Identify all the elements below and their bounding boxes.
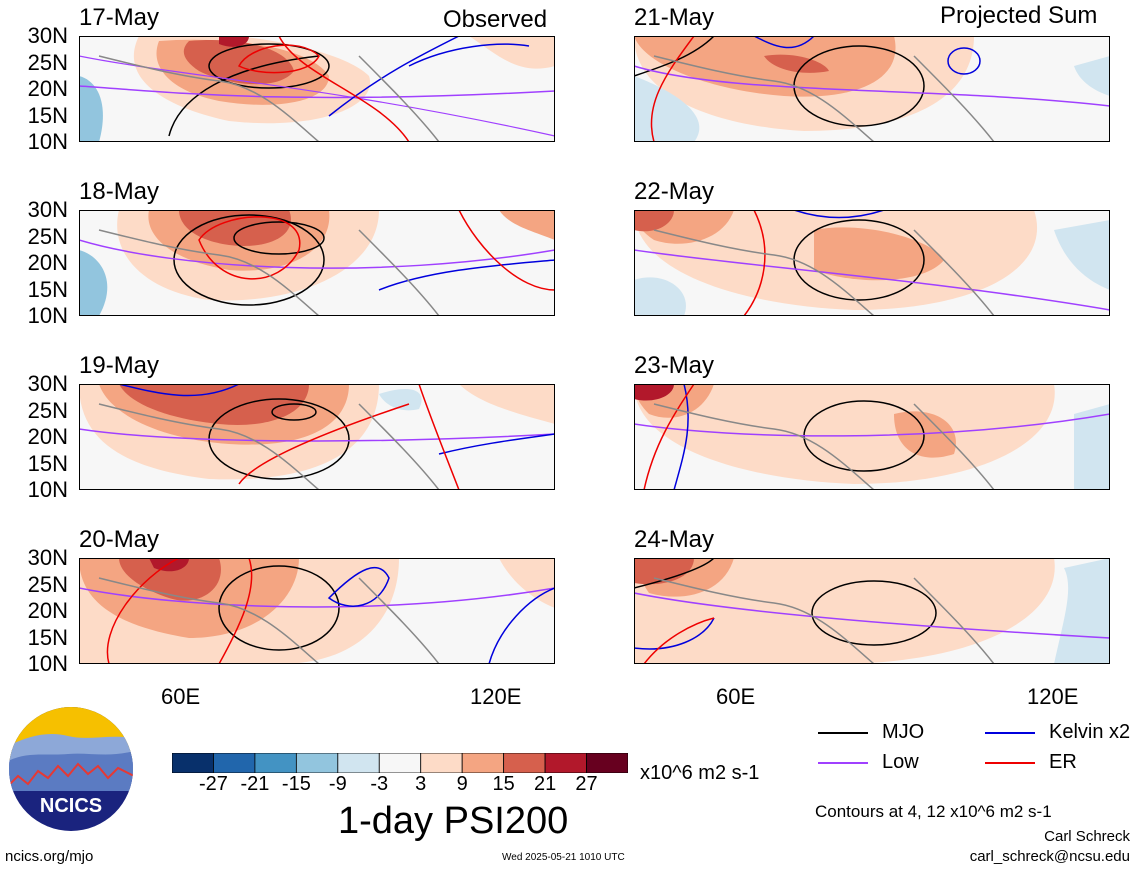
lat-label: 10N — [27, 477, 68, 502]
colorbar-tick-label: 27 — [575, 773, 598, 795]
colorbar-segment — [295, 753, 339, 773]
legend-line-low — [818, 761, 868, 764]
site-link[interactable]: ncics.org/mjo — [5, 848, 94, 865]
main-title: 1-day PSI200 — [338, 800, 569, 842]
colorbar-segment — [586, 753, 628, 773]
lat-label: 20N — [27, 598, 68, 623]
colorbar-tick-label: 9 — [456, 773, 468, 795]
legend-item-mjo: MJO — [818, 721, 924, 744]
colorbar-segment — [544, 753, 587, 773]
colorbar-tick-label: 3 — [415, 773, 427, 795]
lon-label-120e-right: 120E — [1027, 684, 1079, 709]
contours-note: Contours at 4, 12 x10^6 m2 s-1 — [815, 802, 1052, 821]
lat-label: 15N — [27, 276, 68, 302]
lat-label: 10N — [27, 651, 68, 676]
lat-label: 20N — [27, 250, 68, 275]
legend-label-er: ER — [1049, 751, 1077, 773]
lat-label: 25N — [27, 49, 68, 75]
lat-label: 30N — [27, 23, 68, 48]
author-email[interactable]: carl_schreck@ncsu.edu — [969, 848, 1130, 865]
date-label-18-may: 18-May — [79, 178, 160, 205]
colorbar-segment — [254, 753, 297, 773]
date-label-23-may: 23-May — [634, 352, 715, 379]
map-panel-23-may — [634, 384, 1110, 490]
observed-title: Observed — [443, 6, 548, 33]
lat-label: 10N — [27, 303, 68, 328]
lon-label-120e-left: 120E — [470, 684, 522, 709]
date-label-20-may: 20-May — [79, 526, 160, 553]
legend-line-er — [985, 761, 1035, 764]
map-panel-24-may — [634, 558, 1110, 664]
date-label-22-may: 22-May — [634, 178, 715, 205]
legend-label-mjo: MJO — [882, 721, 925, 743]
ncics-logo: NCICS — [9, 707, 133, 831]
lat-label: 15N — [27, 450, 68, 476]
colorbar-segment — [461, 753, 505, 773]
map-panel-20-may — [79, 558, 555, 664]
projected-sum-title: Projected Sum — [940, 2, 1098, 29]
lat-label: 25N — [27, 571, 68, 597]
colorbar-segment — [172, 753, 214, 773]
legend-item-kelvin: Kelvin x2 — [985, 721, 1130, 744]
legend-line-mjo — [818, 731, 868, 734]
colorbar-tick-label: -9 — [328, 773, 347, 795]
colorbar-segment — [420, 753, 463, 773]
author-name: Carl Schreck — [1044, 828, 1130, 845]
colorbar-segment — [213, 753, 256, 773]
legend-label-low: Low — [882, 751, 919, 773]
date-label-24-may: 24-May — [634, 526, 715, 553]
lat-label: 15N — [27, 102, 68, 128]
map-panel-18-may — [79, 210, 555, 316]
map-panel-21-may — [634, 36, 1110, 142]
legend-item-low: Low — [818, 751, 919, 774]
lat-label: 25N — [27, 397, 68, 423]
lat-label: 10N — [27, 129, 68, 154]
legend-item-er: ER — [985, 751, 1077, 774]
colorbar-segment — [378, 753, 422, 773]
colorbar-tick-label: -21 — [240, 773, 270, 795]
colorbar-tick-label: 15 — [492, 773, 515, 795]
colorbar-segment — [503, 753, 546, 773]
lat-label: 25N — [27, 223, 68, 249]
legend-label-kelvin: Kelvin x2 — [1049, 721, 1131, 743]
map-panel-17-may — [79, 36, 555, 142]
colorbar — [172, 753, 628, 773]
legend-line-kelvin — [985, 731, 1035, 734]
lat-label: 20N — [27, 76, 68, 101]
date-label-17-may: 17-May — [79, 4, 160, 31]
colorbar-segment — [337, 753, 380, 773]
lat-label: 30N — [27, 371, 68, 396]
lon-label-60e-right: 60E — [716, 684, 756, 709]
map-panel-19-may — [79, 384, 555, 490]
logo-text: NCICS — [40, 795, 102, 817]
lat-label: 30N — [27, 545, 68, 570]
date-label-21-may: 21-May — [634, 4, 715, 31]
date-label-19-may: 19-May — [79, 352, 160, 379]
colorbar-tick-label: -27 — [199, 773, 228, 795]
lat-label: 15N — [27, 624, 68, 650]
colorbar-units: x10^6 m2 s-1 — [640, 762, 760, 784]
colorbar-tick-label: -3 — [370, 773, 389, 795]
map-panel-22-may — [634, 210, 1110, 316]
lat-label: 20N — [27, 424, 68, 449]
colorbar-tick-label: -15 — [281, 773, 311, 795]
lat-label: 30N — [27, 197, 68, 222]
colorbar-tick-label: 21 — [533, 773, 557, 795]
timestamp: Wed 2025-05-21 1010 UTC — [502, 852, 625, 863]
lon-label-60e-left: 60E — [161, 684, 201, 709]
